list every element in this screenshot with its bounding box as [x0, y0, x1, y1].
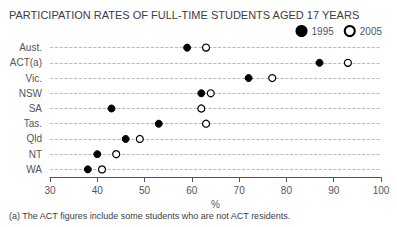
svg-text:1995: 1995 [312, 26, 335, 37]
svg-text:40: 40 [92, 185, 104, 196]
svg-text:30: 30 [44, 185, 56, 196]
svg-text:PARTICIPATION RATES OF FULL-TI: PARTICIPATION RATES OF FULL-TIME STUDENT… [9, 9, 359, 21]
svg-text:NT: NT [29, 149, 42, 160]
svg-text:WA: WA [26, 164, 42, 175]
svg-text:Vic.: Vic. [26, 73, 43, 84]
svg-text:SA: SA [29, 103, 43, 114]
svg-text:100: 100 [373, 185, 390, 196]
svg-text:(a) The ACT figures include so: (a) The ACT figures include some student… [9, 211, 290, 221]
svg-text:60: 60 [186, 185, 198, 196]
svg-text:50: 50 [139, 185, 151, 196]
svg-text:Tas.: Tas. [24, 118, 42, 129]
svg-text:NSW: NSW [19, 88, 43, 99]
svg-text:2005: 2005 [360, 26, 383, 37]
svg-text:90: 90 [328, 185, 340, 196]
svg-text:Aust.: Aust. [19, 42, 42, 53]
svg-text:70: 70 [234, 185, 246, 196]
svg-text:80: 80 [281, 185, 293, 196]
svg-text:%: % [211, 199, 220, 210]
svg-text:Qld: Qld [26, 133, 42, 144]
svg-text:ACT(a): ACT(a) [10, 57, 42, 68]
